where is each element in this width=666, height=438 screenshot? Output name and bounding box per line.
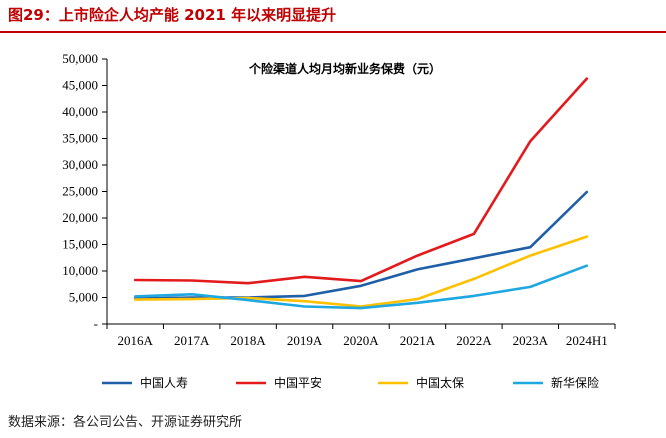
line-chart: - 5,000 10,000 15,000 20,000 25,000 30,000 35,0… <box>62 51 616 390</box>
y-tick-label: 45,000 <box>62 78 98 93</box>
y-tick-label: 40,000 <box>62 104 98 119</box>
legend-label: 新华保险 <box>551 375 599 390</box>
legend: 中国人寿 中国平安 中国太保 新华保险 <box>102 375 599 390</box>
y-tick-label: - <box>94 316 98 331</box>
series-line-2 <box>133 77 589 285</box>
y-axis: - 5,000 10,000 15,000 20,000 25,000 30,000 35,0… <box>62 51 108 331</box>
series-line-1 <box>133 190 589 300</box>
chart-title: 个险渠道人均月均新业务保费（元） <box>248 61 441 76</box>
figure-title: 图29：上市险企人均产能 2021 年以来明显提升 <box>8 6 337 24</box>
x-tick-label: 2016A <box>118 333 154 348</box>
x-tick-label: 2017A <box>174 333 210 348</box>
title-underline <box>0 31 666 33</box>
y-tick-label: 50,000 <box>62 51 98 66</box>
x-tick-label: 2019A <box>287 333 323 348</box>
y-tick-label: 25,000 <box>62 184 98 199</box>
x-tick-label: 2023A <box>513 333 549 348</box>
y-tick-label: 30,000 <box>62 157 98 172</box>
x-tick-label: 2024H1 <box>566 333 608 348</box>
legend-label: 中国太保 <box>416 375 464 390</box>
y-tick-label: 20,000 <box>62 210 98 225</box>
legend-label: 中国人寿 <box>140 375 188 390</box>
x-tick-label: 2018A <box>230 333 266 348</box>
y-tick-label: 10,000 <box>62 263 98 278</box>
y-tick-label: 35,000 <box>62 131 98 146</box>
series-layer <box>133 77 589 310</box>
x-tick-label: 2022A <box>456 333 492 348</box>
y-tick-label: 5,000 <box>69 290 98 305</box>
x-axis: 2016A 2017A 2018A 2019A 2020A 2021A 2022A 2023A… <box>106 323 616 348</box>
y-tick-label: 15,000 <box>62 237 98 252</box>
source-note: 数据来源：各公司公告、开源证券研究所 <box>8 415 243 430</box>
series-line-4 <box>133 264 589 310</box>
legend-label: 中国平安 <box>274 375 322 390</box>
x-tick-label: 2021A <box>400 333 436 348</box>
x-tick-label: 2020A <box>343 333 379 348</box>
series-line-3 <box>133 235 589 308</box>
